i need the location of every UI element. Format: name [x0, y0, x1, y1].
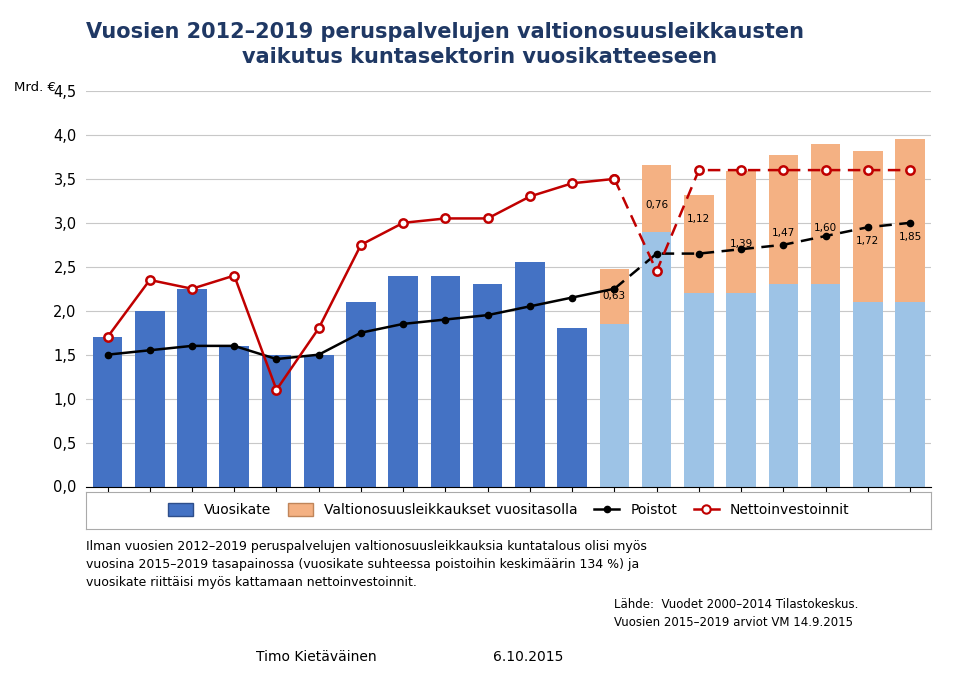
Bar — [135, 311, 164, 486]
Bar — [769, 155, 798, 284]
Text: 1,47: 1,47 — [772, 228, 795, 238]
Text: 1,85: 1,85 — [899, 232, 922, 242]
Text: vaikutus kuntasektorin vuosikatteeseen: vaikutus kuntasektorin vuosikatteeseen — [243, 48, 717, 67]
Text: Ilman vuosien 2012–2019 peruspalvelujen valtionosuusleikkauksia kuntatalous olis: Ilman vuosien 2012–2019 peruspalvelujen … — [86, 540, 647, 589]
Text: Mrd. €: Mrd. € — [14, 81, 57, 94]
Bar — [600, 324, 629, 486]
Text: Vuosien 2012–2019 peruspalvelujen valtionosuusleikkausten: Vuosien 2012–2019 peruspalvelujen valtio… — [86, 22, 804, 41]
Bar — [684, 293, 713, 486]
Bar — [262, 355, 291, 486]
Bar — [684, 195, 713, 293]
Text: Timo Kietäväinen: Timo Kietäväinen — [256, 650, 377, 664]
Bar — [178, 289, 206, 486]
Bar — [93, 337, 122, 486]
Bar — [347, 302, 375, 486]
Bar — [727, 171, 756, 293]
Bar — [516, 262, 544, 486]
Text: 0,63: 0,63 — [603, 291, 626, 301]
Text: 1,60: 1,60 — [814, 223, 837, 233]
Text: 1,12: 1,12 — [687, 214, 710, 224]
Bar — [811, 284, 840, 486]
Text: 1,72: 1,72 — [856, 237, 879, 246]
Bar — [304, 355, 333, 486]
Bar — [389, 276, 418, 486]
Bar — [558, 328, 587, 486]
Bar — [642, 232, 671, 486]
Text: 0,76: 0,76 — [645, 200, 668, 210]
Text: Lähde:  Vuodet 2000–2014 Tilastokeskus.
Vuosien 2015–2019 arviot VM 14.9.2015: Lähde: Vuodet 2000–2014 Tilastokeskus. V… — [614, 598, 859, 629]
Text: 6.10.2015: 6.10.2015 — [492, 650, 564, 664]
Bar — [896, 302, 924, 486]
Bar — [600, 269, 629, 324]
Text: 1,39: 1,39 — [730, 239, 753, 249]
Bar — [431, 276, 460, 486]
Bar — [473, 284, 502, 486]
Bar — [769, 284, 798, 486]
Bar — [896, 139, 924, 302]
Bar — [853, 302, 882, 486]
Bar — [853, 150, 882, 302]
Bar — [811, 144, 840, 284]
Bar — [727, 293, 756, 486]
Legend: Vuosikate, Valtionosuusleikkaukset vuositasolla, Poistot, Nettoinvestoinnit: Vuosikate, Valtionosuusleikkaukset vuosi… — [161, 496, 856, 524]
Bar — [220, 346, 249, 486]
Bar — [642, 164, 671, 232]
